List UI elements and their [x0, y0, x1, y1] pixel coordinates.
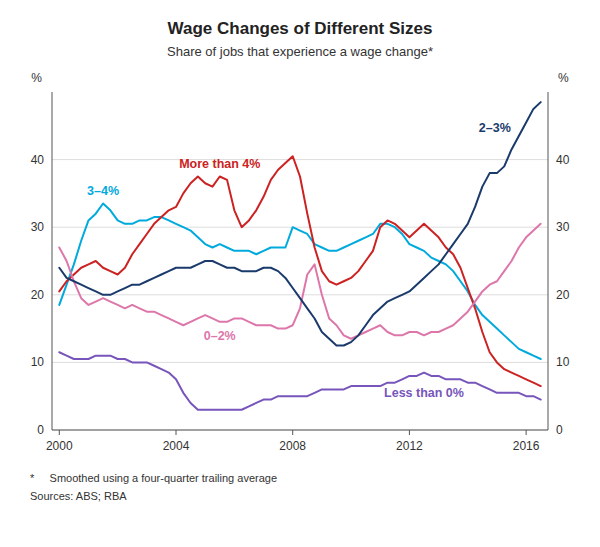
grid-line: [52, 362, 548, 363]
x-tick-label: 2004: [163, 439, 190, 453]
series-labels: 3–4% More than 4% 0–2% Less than 0% 2–3%: [87, 121, 511, 400]
x-tick-label: 2008: [279, 439, 306, 453]
grid-line: [52, 430, 548, 431]
y-axis-label: %: [31, 71, 42, 85]
y2-axis-line: [548, 92, 549, 430]
title: Wage Changes of Different Sizes: [168, 19, 433, 38]
series-label: Less than 0%: [384, 386, 464, 400]
x-tick-label: 2016: [513, 439, 540, 453]
chart: Wage Changes of Different Sizes Share of …: [0, 0, 600, 547]
series-line: [59, 102, 540, 345]
x-tick-label: 2000: [46, 439, 73, 453]
y2-tick-label: 10: [556, 355, 570, 369]
x-tick: [176, 430, 177, 435]
y-axis-line: [52, 92, 53, 430]
subtitle: Share of jobs that experience a wage cha…: [167, 44, 433, 59]
grid-line: [52, 159, 548, 160]
series-line: [59, 204, 540, 359]
y-tick-label: 0: [37, 423, 44, 437]
x-tick: [409, 430, 410, 435]
y-tick-label: 30: [31, 220, 45, 234]
axes: 0 10 20 30 40 0 10 20 30 40 2000 2004 2008 2012 2016: [31, 92, 570, 453]
footnote: * Smoothed using a four-quarter trailing…: [30, 472, 277, 484]
y2-tick-label: 20: [556, 288, 570, 302]
series-line: [59, 352, 540, 409]
x-tick: [59, 430, 60, 435]
series-line: [59, 224, 540, 339]
series-lines: [59, 102, 540, 410]
y-tick-label: 40: [31, 153, 45, 167]
series-label: More than 4%: [179, 157, 260, 171]
y2-axis-label: %: [558, 71, 569, 85]
y-tick-label: 10: [31, 355, 45, 369]
grid: [52, 160, 548, 430]
grid-line: [52, 294, 548, 295]
y2-tick-label: 30: [556, 220, 570, 234]
x-tick-label: 2012: [396, 439, 423, 453]
series-label: 3–4%: [87, 184, 119, 198]
y-tick-label: 20: [31, 288, 45, 302]
x-tick: [526, 430, 527, 435]
series-label: 2–3%: [479, 121, 511, 135]
grid-line: [52, 227, 548, 228]
x-axis-line: [52, 430, 548, 431]
series-line: [59, 156, 540, 386]
series-label: 0–2%: [204, 329, 236, 343]
source: Sources: ABS; RBA: [30, 490, 127, 502]
y2-tick-label: 40: [556, 153, 570, 167]
x-tick: [292, 430, 293, 435]
y2-tick-label: 0: [556, 423, 563, 437]
